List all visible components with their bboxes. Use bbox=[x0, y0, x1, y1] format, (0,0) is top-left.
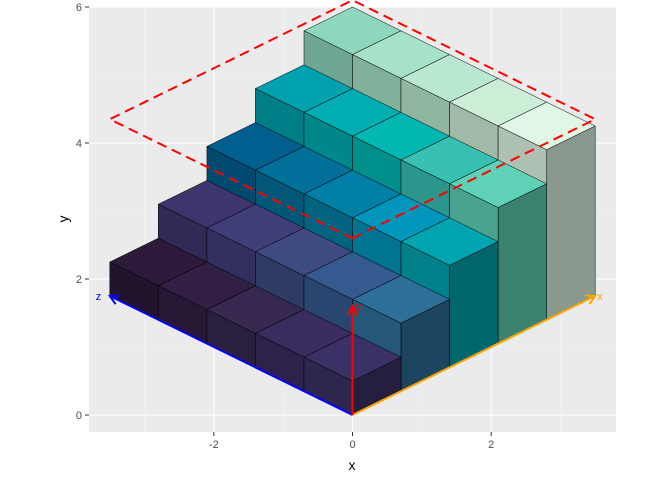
y-tick-label: 0 bbox=[76, 410, 82, 422]
x-arrow-label: x bbox=[597, 291, 603, 303]
x-tick-label: -2 bbox=[209, 439, 219, 451]
bounding-outline-dashed bbox=[107, 0, 598, 240]
ticks: -2 0 2 0 2 4 6 bbox=[76, 2, 494, 451]
z-arrow-line bbox=[109, 295, 353, 416]
axis-arrows: xzy bbox=[96, 291, 603, 416]
y-tick-label: 6 bbox=[76, 2, 82, 14]
x-tick-label: 2 bbox=[488, 439, 494, 451]
y-tick-label: 2 bbox=[76, 274, 82, 286]
y-tick-label: 4 bbox=[76, 138, 82, 150]
z-arrow-label: z bbox=[96, 291, 102, 303]
x-arrow-head bbox=[585, 294, 598, 305]
x-arrow-line bbox=[352, 295, 596, 416]
bounding-outline bbox=[107, 0, 598, 240]
y-arrow-label: y bbox=[356, 301, 362, 313]
z-arrow-head bbox=[107, 294, 120, 305]
bar-front-left bbox=[546, 125, 596, 321]
x-axis-title: x bbox=[349, 457, 356, 473]
bars bbox=[109, 6, 596, 416]
bar-front-left bbox=[497, 183, 547, 345]
y-arrow-head bbox=[346, 304, 359, 316]
x-tick-label: 0 bbox=[349, 439, 355, 451]
y-axis-title: y bbox=[55, 216, 71, 223]
